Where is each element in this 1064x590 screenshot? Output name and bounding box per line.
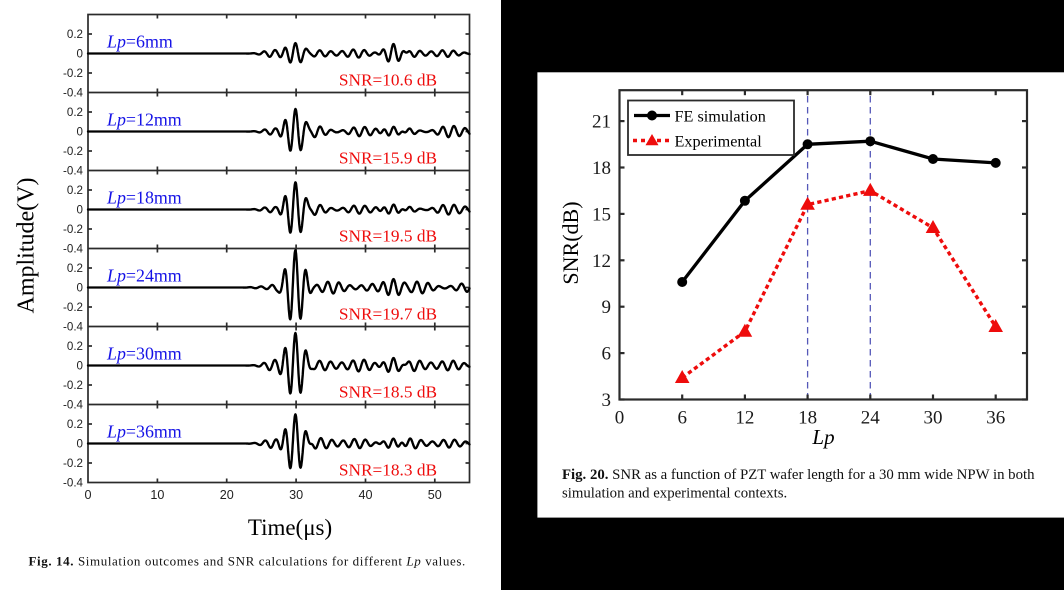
svg-text:50: 50: [428, 488, 442, 502]
svg-text:SNR=18.3 dB: SNR=18.3 dB: [339, 461, 437, 480]
svg-text:simulation and experimental co: simulation and experimental contexts.: [562, 486, 787, 502]
svg-text:-0.4: -0.4: [63, 321, 84, 334]
svg-text:Time(μs): Time(μs): [248, 515, 332, 540]
svg-text:-0.4: -0.4: [63, 165, 84, 178]
svg-text:30: 30: [924, 408, 943, 429]
svg-text:21: 21: [592, 112, 611, 133]
svg-text:-0.2: -0.2: [63, 223, 83, 236]
svg-text:Lp=18mm: Lp=18mm: [106, 188, 182, 208]
svg-text:0: 0: [77, 360, 83, 373]
svg-text:0.2: 0.2: [67, 184, 83, 197]
svg-text:SNR=18.5 dB: SNR=18.5 dB: [339, 383, 437, 402]
svg-text:6: 6: [602, 344, 612, 365]
svg-text:-0.2: -0.2: [63, 145, 83, 158]
svg-text:9: 9: [602, 297, 612, 318]
svg-text:15: 15: [592, 204, 611, 225]
svg-text:-0.4: -0.4: [63, 399, 84, 412]
svg-text:SNR=19.5 dB: SNR=19.5 dB: [339, 227, 437, 246]
svg-text:0: 0: [77, 48, 83, 61]
svg-text:10: 10: [150, 488, 164, 502]
svg-text:Fig. 14. Simulation outcomes a: Fig. 14. Simulation outcomes and SNR cal…: [29, 554, 466, 569]
svg-text:0: 0: [615, 408, 625, 429]
svg-text:0.2: 0.2: [67, 418, 83, 431]
svg-text:40: 40: [358, 488, 372, 502]
svg-text:Fig. 20. SNR as a function of: Fig. 20. SNR as a function of PZT wafer …: [562, 467, 1035, 483]
svg-text:-0.4: -0.4: [63, 243, 84, 256]
svg-text:0: 0: [77, 126, 83, 139]
svg-text:0.2: 0.2: [67, 28, 83, 41]
svg-text:12: 12: [592, 251, 611, 272]
svg-text:Lp=36mm: Lp=36mm: [106, 422, 182, 442]
svg-text:SNR=19.7 dB: SNR=19.7 dB: [339, 305, 437, 324]
svg-text:-0.4: -0.4: [63, 87, 84, 100]
svg-text:Lp=12mm: Lp=12mm: [106, 110, 182, 130]
svg-text:6: 6: [677, 408, 687, 429]
svg-text:0.2: 0.2: [67, 340, 83, 353]
svg-text:SNR=15.9 dB: SNR=15.9 dB: [339, 149, 437, 168]
svg-text:36: 36: [986, 408, 1005, 429]
svg-text:SNR(dB): SNR(dB): [558, 201, 583, 284]
svg-text:Lp=24mm: Lp=24mm: [106, 266, 182, 286]
svg-text:20: 20: [220, 488, 234, 502]
svg-text:-0.2: -0.2: [63, 457, 83, 470]
svg-text:12: 12: [735, 408, 754, 429]
svg-text:30: 30: [289, 488, 303, 502]
svg-text:0.2: 0.2: [67, 106, 83, 119]
svg-text:0.2: 0.2: [67, 262, 83, 275]
svg-text:-0.2: -0.2: [63, 67, 83, 80]
svg-text:0: 0: [84, 488, 91, 502]
svg-text:18: 18: [592, 158, 611, 179]
svg-text:-0.4: -0.4: [63, 477, 84, 490]
svg-text:FE simulation: FE simulation: [675, 108, 766, 126]
svg-text:0: 0: [77, 438, 83, 451]
svg-text:0: 0: [77, 282, 83, 295]
svg-text:24: 24: [861, 408, 881, 429]
svg-text:Lp=6mm: Lp=6mm: [106, 32, 173, 52]
svg-text:18: 18: [798, 408, 817, 429]
svg-text:Experimental: Experimental: [675, 133, 763, 151]
svg-text:Amplitude(V): Amplitude(V): [14, 178, 40, 314]
svg-text:-0.2: -0.2: [63, 379, 83, 392]
svg-text:-0.2: -0.2: [63, 301, 83, 314]
svg-text:SNR=10.6 dB: SNR=10.6 dB: [339, 71, 437, 90]
svg-text:0: 0: [77, 204, 83, 217]
svg-text:Lp=30mm: Lp=30mm: [106, 344, 182, 364]
svg-text:3: 3: [602, 390, 612, 411]
svg-text:Lp: Lp: [811, 425, 834, 449]
